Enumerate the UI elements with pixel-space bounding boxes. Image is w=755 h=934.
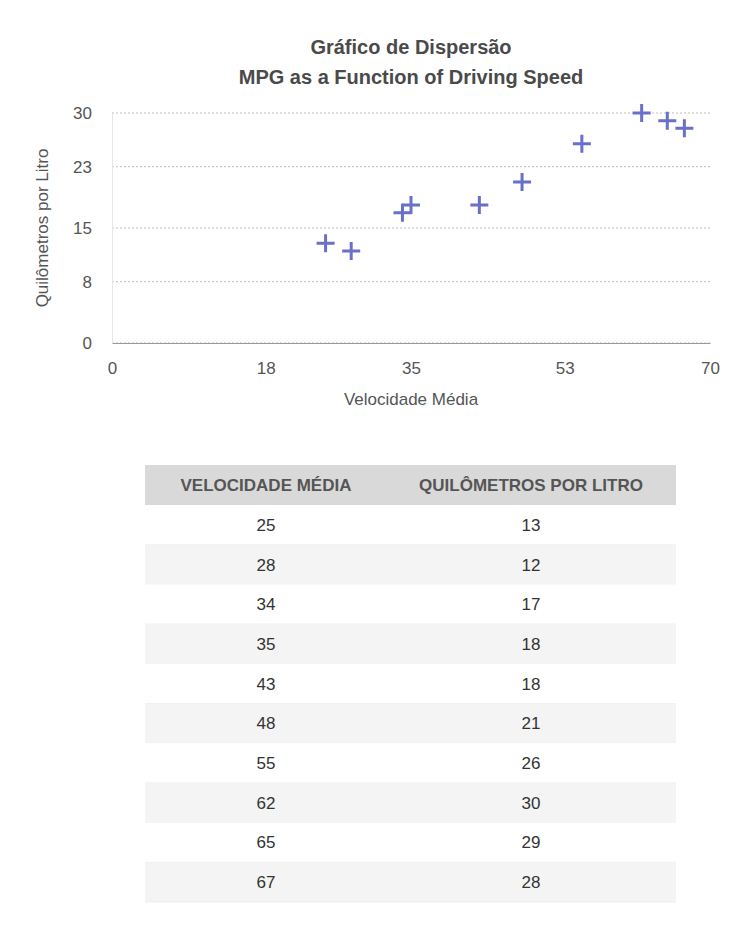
- chart-title: Gráfico de Dispersão: [310, 36, 511, 58]
- table-row-bg: [145, 743, 676, 783]
- y-axis-line: [112, 114, 113, 344]
- table-cell: 26: [522, 754, 541, 773]
- point: [513, 173, 531, 191]
- x-tick-label: 35: [402, 359, 421, 378]
- table-row-bg: [145, 545, 676, 585]
- table-row-bg: [145, 862, 676, 902]
- y-tick-label: 30: [73, 104, 92, 123]
- table-header-cell: QUILÔMETROS POR LITRO: [419, 476, 643, 495]
- table-cell: 28: [522, 873, 541, 892]
- table-cell: 18: [522, 635, 541, 654]
- table-cell: 29: [522, 833, 541, 852]
- table-header-cell: VELOCIDADE MÉDIA: [181, 476, 352, 495]
- table-cell: 30: [522, 794, 541, 813]
- x-tick-label: 53: [556, 359, 575, 378]
- table-cell: 21: [522, 714, 541, 733]
- point: [470, 196, 488, 214]
- x-tick: 0: [108, 343, 117, 378]
- grid-line: [112, 113, 710, 114]
- points: [317, 104, 694, 260]
- y-tick-label: 15: [73, 219, 92, 238]
- y-tick-label: 0: [83, 334, 92, 353]
- x-tick-label: 70: [701, 359, 720, 378]
- table-cell: 48: [257, 714, 276, 733]
- table-cell: 35: [257, 635, 276, 654]
- table-cell: 17: [522, 595, 541, 614]
- table-row-bg: [145, 664, 676, 704]
- chart-page: Gráfico de Dispersão MPG as a Function of…: [0, 0, 755, 934]
- x-tick: 70: [701, 343, 720, 378]
- y-tick: 30: [73, 104, 112, 123]
- point: [658, 112, 676, 130]
- table-row-bg: [145, 823, 676, 863]
- x-tick: 35: [402, 343, 421, 378]
- point: [402, 196, 420, 214]
- point: [675, 119, 693, 137]
- point: [342, 242, 360, 260]
- table-row-bg: [145, 505, 676, 545]
- y-axis-title: Quilômetros por Litro: [33, 149, 52, 308]
- x-tick: 18: [257, 343, 276, 378]
- data-table: VELOCIDADE MÉDIA QUILÔMETROS POR LITRO 25 1…: [145, 465, 676, 902]
- table-header-bg: [145, 465, 676, 505]
- x-axis-title: Velocidade Média: [344, 390, 479, 409]
- table-row-bg: [145, 783, 676, 823]
- table-cell: 12: [522, 556, 541, 575]
- y-tick: 23: [73, 158, 112, 177]
- grid-line: [112, 281, 710, 282]
- table-row-border: [145, 902, 676, 903]
- y-tick-label: 8: [83, 273, 92, 292]
- y-tick: 0: [83, 334, 112, 353]
- table-cell: 67: [257, 873, 276, 892]
- x-tick-label: 18: [257, 359, 276, 378]
- table-row-bg: [145, 624, 676, 664]
- table-cell: 13: [522, 516, 541, 535]
- x-tick: 53: [556, 343, 575, 378]
- table-cell: 62: [257, 794, 276, 813]
- table-cell: 18: [522, 675, 541, 694]
- x-axis-line: [113, 343, 711, 344]
- table-cell: 25: [257, 516, 276, 535]
- y-tick-label: 23: [73, 158, 92, 177]
- table-cell: 28: [257, 556, 276, 575]
- x-axis: 0 18 35 53 70: [108, 343, 720, 378]
- grid-line: [112, 343, 710, 344]
- point: [573, 135, 591, 153]
- chart-subtitle: MPG as a Function of Driving Speed: [239, 66, 583, 88]
- table-cell: 34: [257, 595, 276, 614]
- x-tick-label: 0: [108, 359, 117, 378]
- table-cell: 55: [257, 754, 276, 773]
- table-row-bg: [145, 584, 676, 624]
- table-cell: 65: [257, 833, 276, 852]
- grid-line: [112, 228, 710, 229]
- y-tick: 15: [73, 219, 112, 238]
- grid: [112, 113, 710, 343]
- point: [633, 104, 651, 122]
- y-axis: 0 8 15 23 30: [73, 104, 112, 353]
- point: [317, 234, 335, 252]
- grid-line: [112, 166, 710, 167]
- table-cell: 43: [257, 675, 276, 694]
- table-row-bg: [145, 704, 676, 744]
- y-tick: 8: [83, 273, 112, 292]
